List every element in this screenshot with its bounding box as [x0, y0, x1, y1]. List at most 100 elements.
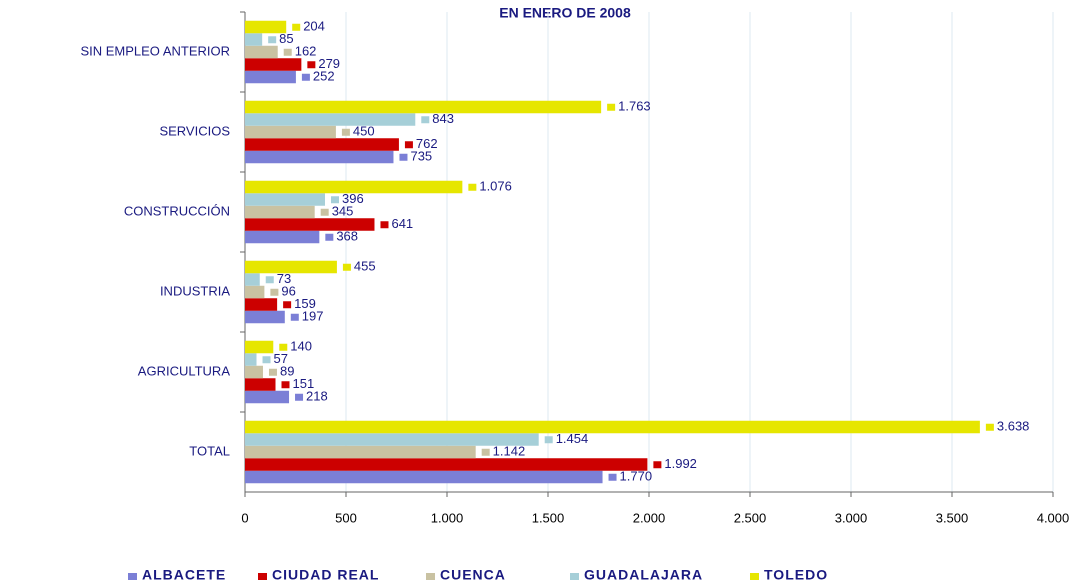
label-marker	[608, 473, 617, 481]
data-label: 151	[293, 376, 315, 391]
label-marker	[544, 436, 553, 444]
data-label: 57	[274, 351, 288, 366]
bar	[245, 113, 416, 126]
data-label: 218	[306, 388, 328, 403]
data-label: 1.992	[664, 456, 697, 471]
legend-swatch	[426, 573, 435, 580]
legend-label: TOLEDO	[764, 567, 828, 583]
y-tick-label: TOTAL	[189, 443, 230, 458]
data-label: 735	[410, 148, 432, 163]
bar	[245, 218, 375, 231]
data-label: 396	[342, 191, 364, 206]
bar	[245, 353, 257, 366]
bar	[245, 273, 260, 286]
label-marker	[653, 461, 662, 469]
y-tick-label: AGRICULTURA	[138, 363, 231, 378]
data-label: 96	[281, 283, 295, 298]
bar	[245, 193, 325, 206]
data-label: 641	[391, 216, 413, 231]
legend-label: CIUDAD REAL	[272, 567, 379, 583]
label-marker	[607, 103, 616, 111]
bar	[245, 458, 648, 471]
x-tick-label: 3.000	[835, 510, 868, 525]
bar	[245, 230, 320, 244]
label-marker	[268, 36, 277, 44]
data-label: 455	[354, 258, 376, 273]
label-marker	[307, 61, 316, 69]
legend-label: GUADALAJARA	[584, 567, 703, 583]
data-label: 1.454	[556, 431, 589, 446]
data-label: 279	[318, 56, 340, 71]
label-marker	[283, 301, 292, 309]
bar	[245, 390, 290, 404]
label-marker	[279, 343, 288, 351]
chart-title: EN ENERO DE 2008	[499, 5, 631, 21]
y-tick-label: SERVICIOS	[159, 123, 230, 138]
label-marker	[341, 128, 350, 136]
x-tick-label: 3.500	[936, 510, 969, 525]
bar	[245, 340, 274, 354]
label-marker	[283, 48, 292, 56]
x-tick-label: 500	[335, 510, 357, 525]
data-label: 1.770	[620, 468, 653, 483]
bar	[245, 378, 276, 391]
label-marker	[301, 73, 310, 81]
data-label: 89	[280, 363, 294, 378]
label-marker	[262, 356, 271, 364]
x-tick-label: 1.000	[431, 510, 464, 525]
y-tick-label: SIN EMPLEO ANTERIOR	[80, 43, 230, 58]
x-tick-label: 0	[241, 510, 248, 525]
data-label: 85	[279, 31, 293, 46]
data-label: 762	[416, 136, 438, 151]
label-marker	[281, 381, 290, 389]
data-label: 252	[313, 68, 335, 83]
legend-swatch	[570, 573, 579, 580]
bar	[245, 138, 399, 151]
label-marker	[985, 423, 994, 431]
data-label: 1.763	[618, 98, 651, 113]
bar	[245, 433, 539, 446]
label-marker	[265, 276, 274, 284]
bar	[245, 20, 287, 34]
label-marker	[292, 23, 301, 31]
label-marker	[320, 208, 329, 216]
label-marker	[404, 141, 413, 149]
label-marker	[290, 313, 299, 321]
label-marker	[325, 233, 334, 241]
bar	[245, 58, 302, 71]
bar	[245, 420, 980, 434]
bar	[245, 365, 263, 379]
label-marker	[342, 263, 351, 271]
data-label: 73	[277, 271, 291, 286]
label-marker	[399, 153, 408, 161]
bar	[245, 445, 476, 459]
data-label: 450	[353, 123, 375, 138]
label-marker	[268, 368, 277, 376]
bar	[245, 180, 463, 194]
label-marker	[468, 183, 477, 191]
label-marker	[481, 448, 490, 456]
x-tick-label: 2.500	[734, 510, 767, 525]
data-label: 140	[290, 338, 312, 353]
data-label: 1.076	[479, 178, 512, 193]
legend-swatch	[128, 573, 137, 580]
label-marker	[421, 116, 430, 124]
x-tick-label: 2.000	[633, 510, 666, 525]
label-marker	[330, 196, 339, 204]
bar	[245, 45, 278, 59]
data-label: 1.142	[493, 443, 526, 458]
legend-label: CUENCA	[440, 567, 506, 583]
bar	[245, 470, 603, 484]
y-tick-label: INDUSTRIA	[160, 283, 230, 298]
data-label: 197	[302, 308, 324, 323]
bar	[245, 100, 602, 114]
data-label: 162	[295, 43, 317, 58]
bar	[245, 310, 285, 324]
bar	[245, 33, 263, 46]
legend-swatch	[258, 573, 267, 580]
bar	[245, 205, 315, 219]
bar	[245, 298, 278, 311]
label-marker	[270, 288, 279, 296]
data-label: 159	[294, 296, 316, 311]
